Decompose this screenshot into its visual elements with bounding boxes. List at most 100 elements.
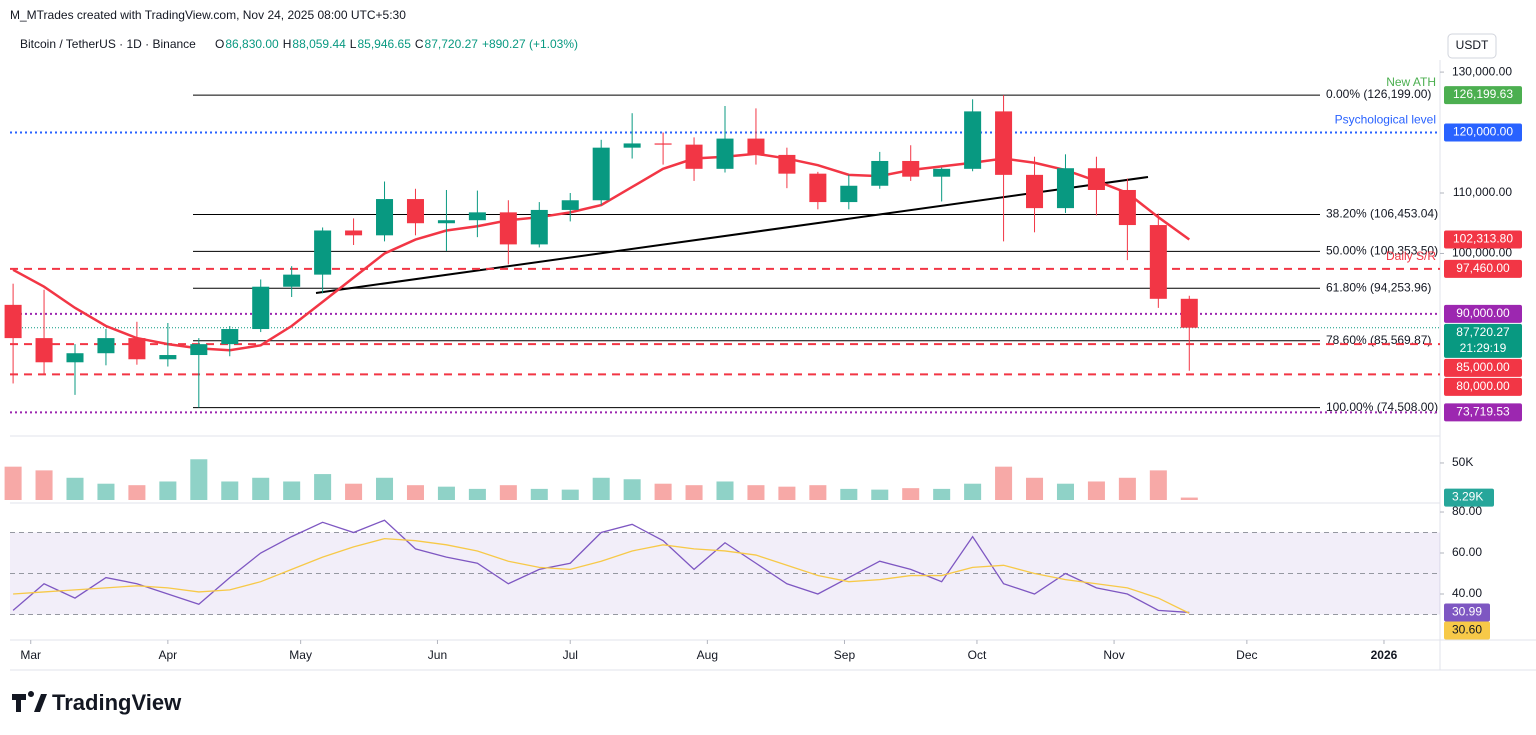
volume-bar bbox=[840, 488, 858, 500]
level-note: Daily S/R bbox=[1386, 249, 1436, 263]
y-tick-label: 40.00 bbox=[1452, 586, 1482, 600]
fib-label: 38.20% (106,453.04) bbox=[1326, 207, 1438, 221]
volume-bar bbox=[468, 488, 486, 500]
candle-body bbox=[35, 338, 53, 363]
symbol[interactable]: Bitcoin / TetherUS · 1D · Binance bbox=[20, 37, 196, 51]
volume-bar bbox=[654, 483, 672, 500]
candle-body bbox=[809, 173, 827, 203]
fib-label: 50.00% (100,353.50) bbox=[1326, 243, 1438, 257]
volume-bar bbox=[97, 483, 115, 500]
price-label-box bbox=[1444, 230, 1522, 249]
volume-bar bbox=[345, 483, 363, 500]
volume-bar bbox=[190, 459, 208, 500]
volume-bar bbox=[1180, 497, 1198, 500]
volume-bar bbox=[499, 485, 517, 500]
y-tick-label: 50K bbox=[1452, 455, 1473, 469]
candle-body bbox=[468, 212, 486, 221]
candle-body bbox=[159, 355, 177, 360]
price-label: 85,000.00 bbox=[1456, 360, 1510, 374]
price-label-box bbox=[1444, 304, 1522, 323]
currency[interactable]: USDT bbox=[1456, 38, 1489, 52]
x-tick-label: Jul bbox=[563, 648, 578, 662]
candle-body bbox=[1180, 298, 1198, 328]
candle-body bbox=[995, 111, 1013, 175]
volume-bar bbox=[871, 489, 889, 500]
rsi-line bbox=[12, 519, 1190, 614]
candle-body bbox=[1118, 189, 1136, 226]
volume-bar bbox=[995, 466, 1013, 500]
ohlc-key: C bbox=[415, 37, 424, 51]
volume-bar bbox=[1026, 477, 1044, 500]
price-label-box bbox=[1444, 123, 1522, 142]
candle-body bbox=[1149, 225, 1167, 299]
price-label-box bbox=[1444, 358, 1522, 377]
volume-bar bbox=[747, 485, 765, 500]
rsi-label-box bbox=[1444, 603, 1490, 622]
ohlc-value: 85,946.65 bbox=[357, 37, 411, 51]
candle-body bbox=[933, 168, 951, 177]
volume-bar bbox=[314, 474, 332, 500]
volume-bar bbox=[1149, 470, 1167, 500]
volume-label-box bbox=[1444, 488, 1494, 507]
volume-bar bbox=[128, 485, 146, 500]
change: +890.27 (+1.03%) bbox=[482, 37, 578, 51]
candle-body bbox=[778, 154, 796, 174]
volume-bar bbox=[221, 481, 239, 500]
logo-text: TradingView bbox=[52, 690, 182, 715]
logo: TradingView bbox=[12, 690, 182, 715]
candle-body bbox=[128, 338, 146, 360]
fib-label: 78.60% (85,569.87) bbox=[1326, 333, 1431, 347]
price-label: 90,000.00 bbox=[1456, 306, 1510, 320]
price-label: 126,199.63 bbox=[1453, 87, 1513, 101]
volume-bar bbox=[530, 488, 548, 500]
volume-bar bbox=[159, 481, 177, 500]
x-tick-label: Aug bbox=[697, 648, 718, 662]
price-label-box bbox=[1444, 259, 1522, 278]
volume-bar bbox=[623, 479, 641, 500]
candle-body bbox=[561, 200, 579, 210]
volume-bar bbox=[933, 488, 951, 500]
volume-bar bbox=[252, 477, 270, 500]
fib-label: 100.00% (74,508.00) bbox=[1326, 400, 1438, 414]
ohlc-key: H bbox=[283, 37, 292, 51]
x-tick-label: Oct bbox=[968, 648, 987, 662]
candle-body bbox=[4, 304, 22, 339]
volume-bar bbox=[66, 477, 84, 500]
rsi-label-box bbox=[1444, 621, 1490, 640]
candle-body bbox=[1026, 174, 1044, 209]
ohlc-value: 86,830.00 bbox=[225, 37, 279, 51]
countdown: 21:29:19 bbox=[1460, 341, 1507, 355]
x-tick-label: May bbox=[289, 648, 312, 662]
candle-body bbox=[406, 199, 424, 224]
y-tick-label: 110,000.00 bbox=[1453, 185, 1512, 199]
volume-bar bbox=[685, 485, 703, 500]
candle-body bbox=[252, 286, 270, 330]
candle-body bbox=[685, 144, 703, 169]
currency-button[interactable] bbox=[1447, 33, 1497, 59]
price-label-box bbox=[1444, 86, 1522, 105]
volume-bar bbox=[964, 483, 982, 500]
price-label-box bbox=[1444, 323, 1522, 358]
volume-bar bbox=[35, 470, 53, 500]
candle-body bbox=[221, 329, 239, 345]
price-label-box bbox=[1444, 403, 1522, 422]
volume-bar bbox=[1087, 481, 1105, 500]
volume-bar bbox=[778, 486, 796, 500]
x-tick-label: Mar bbox=[20, 648, 41, 662]
fib-label: 0.00% (126,199.00) bbox=[1326, 87, 1431, 101]
rsi-label: 30.60 bbox=[1452, 623, 1482, 637]
candle-body bbox=[592, 147, 610, 201]
y-tick-label: 80.00 bbox=[1452, 504, 1482, 518]
volume-bar bbox=[561, 489, 579, 500]
x-tick-label: Sep bbox=[834, 648, 856, 662]
x-tick-label: Apr bbox=[159, 648, 178, 662]
price-label: 73,719.53 bbox=[1456, 405, 1510, 419]
ohlc-key: L bbox=[350, 37, 357, 51]
candle-body bbox=[871, 160, 889, 186]
volume-bar bbox=[716, 481, 734, 500]
price-label: 97,460.00 bbox=[1456, 261, 1510, 275]
volume-bar bbox=[376, 477, 394, 500]
candle-body bbox=[964, 111, 982, 169]
candle-body bbox=[1087, 168, 1105, 190]
rsi-label: 30.99 bbox=[1452, 605, 1482, 619]
